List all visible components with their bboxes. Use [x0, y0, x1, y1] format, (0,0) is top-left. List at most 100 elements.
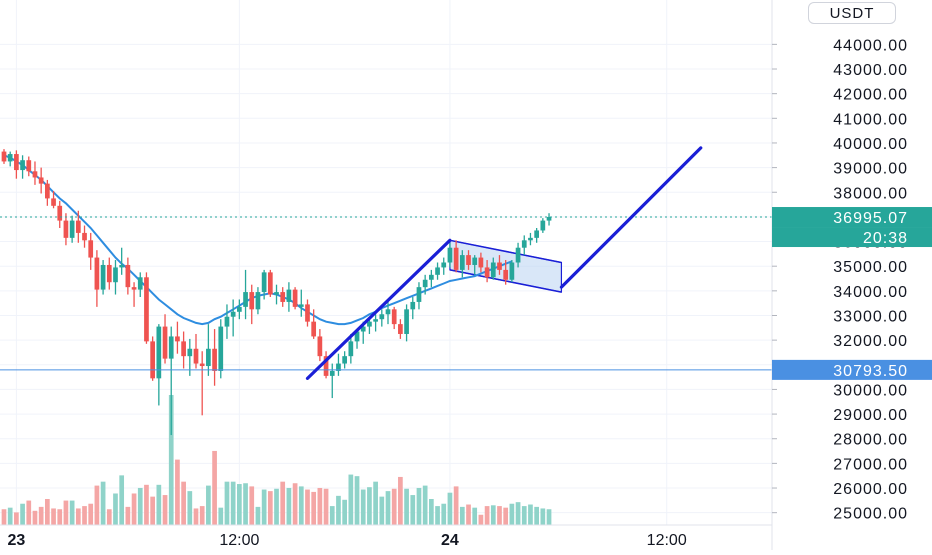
volume-bar — [7, 507, 13, 525]
projection-trendline — [559, 146, 703, 289]
volume-bar — [137, 487, 143, 525]
candle-body — [503, 269, 509, 280]
currency-selector-button[interactable]: USDT — [808, 2, 896, 24]
price-tick-label: 26000.00 — [833, 481, 908, 498]
candle-body — [416, 287, 422, 302]
candle-body — [509, 262, 515, 280]
price-tags: 36995.07 20:38 30793.50 — [772, 207, 932, 380]
volume-bar — [317, 487, 323, 525]
volume-bar — [360, 489, 366, 525]
candle-body — [360, 326, 366, 332]
candle-body — [410, 301, 416, 310]
candle-body — [57, 205, 63, 221]
price-tick-label: 40000.00 — [833, 136, 908, 153]
price-tick-label: 39000.00 — [833, 161, 908, 178]
candle-body — [150, 341, 155, 379]
candle-body — [453, 247, 459, 270]
price-tick-label: 29000.00 — [833, 407, 908, 424]
candle-body — [441, 262, 447, 268]
price-tick-label: 28000.00 — [833, 432, 908, 449]
price-axis[interactable]: 25000.00 26000.00 27000.00 28000.00 29000.00… — [771, 0, 932, 550]
volume-bar — [32, 510, 38, 525]
candle-body — [187, 348, 193, 357]
current-price-value: 36995.07 — [833, 210, 908, 227]
candle-body — [373, 319, 378, 322]
volume-bar — [224, 481, 230, 525]
volume-bar — [63, 500, 69, 525]
volume-bar — [404, 488, 409, 525]
candle-body — [168, 336, 174, 359]
trendlines[interactable] — [305, 146, 703, 380]
volume-bar — [509, 503, 515, 525]
candle-body — [144, 277, 149, 342]
candle-body — [385, 309, 391, 315]
volume-bar — [497, 506, 502, 525]
volume-bar — [150, 496, 155, 525]
price-tick-label: 43000.00 — [833, 62, 908, 79]
candle-body — [323, 356, 329, 376]
volume-bar — [472, 507, 478, 525]
volume-bar — [193, 508, 199, 525]
candle-body — [354, 331, 360, 342]
volume-bar — [249, 486, 255, 525]
horizontal-line-value: 30793.50 — [833, 363, 908, 380]
volume-bar — [503, 507, 509, 525]
volume-bar — [373, 481, 378, 525]
candle-body — [429, 274, 434, 280]
price-tick-label: 42000.00 — [833, 87, 908, 104]
volume-bar — [540, 508, 546, 525]
candle-body — [447, 247, 453, 263]
candle-body — [69, 220, 75, 238]
volume-bar — [416, 487, 422, 525]
volume-bar — [69, 500, 75, 525]
candle-body — [237, 306, 242, 312]
volume-bar — [385, 491, 391, 525]
volume-bar — [181, 481, 186, 525]
volume-bar — [125, 506, 131, 525]
volume-bar — [484, 506, 490, 525]
volume-bar — [305, 489, 310, 525]
volume-bar — [75, 508, 81, 525]
candle-body — [45, 183, 50, 199]
volume-bar — [175, 459, 180, 525]
volume-bar — [168, 395, 174, 525]
volume-bar — [88, 503, 94, 525]
candle-body — [26, 160, 32, 172]
candle-body — [305, 304, 310, 322]
volume-bar — [354, 476, 360, 525]
candle-body — [224, 316, 230, 327]
candle-body — [206, 348, 211, 367]
candle-body — [521, 240, 527, 248]
candle-body — [348, 341, 354, 357]
candle-body — [274, 292, 279, 295]
candle-body — [336, 363, 341, 371]
candle-body — [63, 220, 69, 238]
candle-body — [212, 348, 217, 371]
time-tick-label: 24 — [441, 532, 459, 549]
horizontal-lines[interactable] — [0, 216, 772, 371]
candle-body — [528, 237, 533, 241]
candle-body — [14, 154, 19, 171]
volume-bar — [119, 475, 125, 525]
candle-body — [466, 255, 471, 265]
candle-body — [311, 321, 317, 337]
price-tick-label: 30000.00 — [833, 382, 908, 399]
volume-bar — [478, 514, 484, 525]
volume-bar — [100, 481, 106, 525]
flagpole-trendline — [305, 238, 452, 380]
candle-body — [181, 341, 186, 357]
time-axis[interactable]: 23 12:00 24 12:00 — [0, 524, 772, 549]
volume-bar — [447, 492, 453, 525]
price-tick-label: 27000.00 — [833, 456, 908, 473]
candle-body — [199, 363, 205, 367]
time-tick-label: 23 — [7, 532, 25, 549]
price-tick-label: 32000.00 — [833, 333, 908, 350]
volume-bar — [199, 506, 205, 525]
candle-body — [540, 220, 546, 231]
candle-body — [280, 292, 286, 302]
candle-body — [137, 277, 143, 290]
volume-bar — [144, 484, 149, 525]
candlesticks — [1, 149, 552, 436]
